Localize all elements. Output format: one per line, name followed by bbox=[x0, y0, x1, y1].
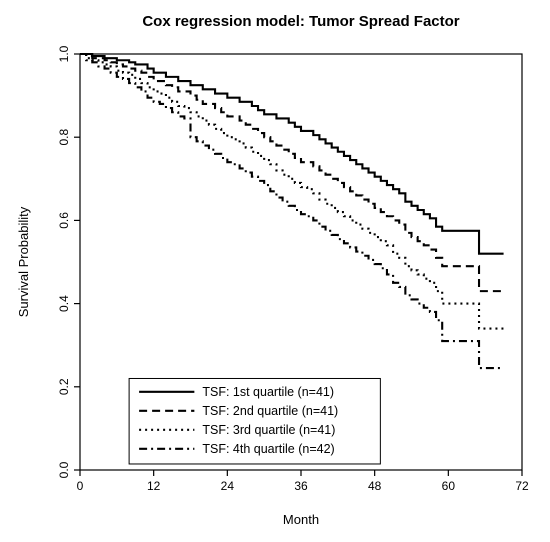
y-tick-label: 0.6 bbox=[57, 212, 71, 229]
series-q2 bbox=[80, 54, 504, 291]
y-tick-label: 0.4 bbox=[57, 295, 71, 312]
legend-label-q2: TSF: 2nd quartile (n=41) bbox=[202, 404, 338, 418]
y-tick-label: 1.0 bbox=[57, 45, 71, 62]
x-tick-label: 60 bbox=[442, 479, 456, 493]
x-axis-label: Month bbox=[283, 512, 319, 527]
x-tick-label: 36 bbox=[294, 479, 308, 493]
series-q4 bbox=[80, 54, 504, 368]
y-axis-label: Survival Probability bbox=[16, 206, 31, 317]
y-tick-label: 0.8 bbox=[57, 129, 71, 146]
series-q1 bbox=[80, 54, 504, 254]
legend-label-q1: TSF: 1st quartile (n=41) bbox=[202, 385, 334, 399]
x-tick-label: 48 bbox=[368, 479, 382, 493]
x-tick-label: 24 bbox=[221, 479, 235, 493]
series-q3 bbox=[80, 54, 504, 329]
y-tick-label: 0.0 bbox=[57, 461, 71, 478]
survival-chart: 0 12 24 36 48 60 72 0.0 0.2 0.4 0.6 0.8 1.0 Month Surv… bbox=[0, 0, 550, 542]
x-tick-label: 72 bbox=[515, 479, 529, 493]
legend-label-q4: TSF: 4th quartile (n=42) bbox=[202, 442, 334, 456]
y-tick-label: 0.2 bbox=[57, 378, 71, 395]
chart-title: Cox regression model: Tumor Spread Facto… bbox=[142, 13, 459, 30]
legend-label-q3: TSF: 3rd quartile (n=41) bbox=[202, 423, 335, 437]
x-tick-label: 12 bbox=[147, 479, 161, 493]
x-tick-label: 0 bbox=[77, 479, 84, 493]
